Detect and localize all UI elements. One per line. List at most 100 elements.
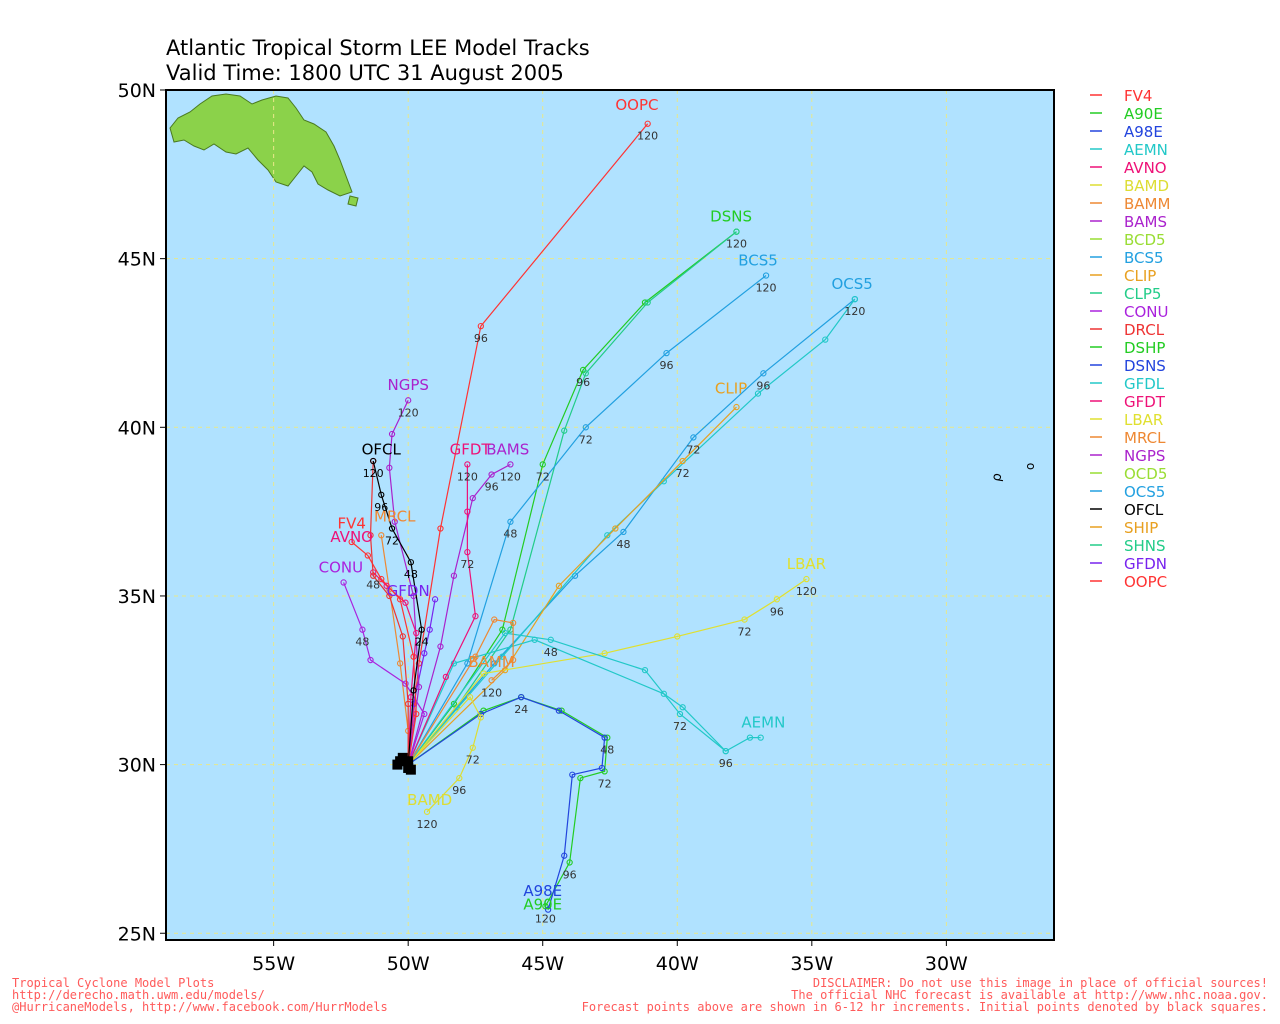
y-tick-label: 35N [118,586,156,608]
track-ofcl [370,457,425,765]
track-point [464,548,471,556]
forecast-hour-label: 48 [355,636,369,649]
track-end-label: FV4 [337,514,365,532]
footer-left-line[interactable]: @HurricaneModels, http://www.facebook.co… [12,1000,388,1014]
track-point [364,552,371,559]
track-point [501,629,509,637]
track-point [660,478,667,485]
legend-item-ocs5: OCS5 [1090,483,1165,501]
x-tick-label: 55W [252,953,295,975]
legend: FV4A90EA98EAEMNAVNOBAMDBAMMBAMSBCD5BCS5C… [1090,87,1170,591]
model-tracks [340,120,859,913]
track-point [378,491,385,498]
track-point [620,528,627,536]
forecast-hour-label: 120 [457,470,478,483]
track-point [733,228,740,235]
track-end-label: NGPS [387,376,428,394]
track-point [442,673,450,681]
track-line [407,406,737,766]
track-point [472,653,479,660]
track-end-label: OOPC [615,96,658,114]
track-point [566,859,573,866]
track-end-label: BCS5 [738,251,778,269]
legend-item-gfdl: GFDL [1090,375,1165,393]
track-point [660,690,667,697]
forecast-hour-label: 48 [503,528,517,541]
x-tick-label: 50W [387,953,430,975]
track-point [437,525,444,532]
forecast-hour-label: 72 [686,443,700,456]
track-point [674,633,681,640]
legend-label: GFDN [1124,555,1167,573]
track-point [760,370,767,377]
track-line [372,460,423,765]
track-end-label: MRCL [374,508,416,526]
legend-label: GFDL [1124,375,1165,393]
footer-left-line[interactable]: http://derecho.math.uwm.edu/models/ [12,988,265,1002]
x-tick-label: 45W [521,953,564,975]
axis-ticks: 55W 50W 45W 40W 35W 30W 25N 30N 35N 40N 45N 50N [118,80,968,975]
track-point [577,774,584,782]
forecast-hour-label: 96 [719,757,733,770]
track-point [644,120,651,127]
plot-frame [165,89,1055,941]
legend-item-a98e: A98E [1090,123,1163,141]
legend-label: DSNS [1124,357,1166,375]
footer-left-line: Tropical Cyclone Model Plots [12,976,215,990]
track-end-label: AVNO [330,528,373,546]
forecast-hour-label: 72 [579,433,593,446]
track-conu [340,579,428,765]
track-point [480,670,487,677]
track-point [367,532,374,539]
track-point [690,434,697,441]
track-end-label: A98E [523,882,562,900]
forecast-hour-label: 120 [844,305,865,318]
track-end-label: OCS5 [832,275,873,293]
legend-item-lbar: LBAR [1090,411,1163,429]
track-point [555,582,563,589]
forecast-hour-label: 72 [385,534,399,547]
track-end-label: OFCL [362,440,402,458]
forecast-hour-label: 96 [474,332,488,345]
forecast-hour-label: 48 [366,578,380,591]
track-point [488,471,495,478]
track-line [407,578,807,765]
track-point [421,650,428,657]
track-point [386,464,393,471]
title-line-2: Valid Time: 1800 UTC 31 August 2005 [166,61,564,85]
track-line [372,571,417,765]
track-end-label: LBAR [787,555,826,573]
track-a98e [407,693,608,913]
track-point [612,525,619,532]
forecast-hour-label: 120 [417,818,438,831]
legend-item-avno: AVNO [1090,159,1167,177]
initial-point-square [395,756,406,767]
forecast-hour-label: 96 [452,784,466,797]
track-line [407,275,767,765]
track-point [741,616,748,623]
track-point [641,667,649,674]
track-bcs5 [407,272,770,765]
legend-label: CONU [1124,303,1168,321]
track-point [757,734,764,741]
track-point [803,575,810,583]
legend-label: OCS5 [1124,483,1165,501]
track-bams [407,461,514,765]
forecast-hour-label: 120 [535,912,556,925]
track-point [509,656,517,664]
y-tick-label: 25N [118,923,156,945]
track-point [561,427,568,434]
footer-right-line: DISCLAIMER: Do not use this image in pla… [812,976,1268,990]
track-point [509,619,517,627]
track-point [383,582,390,589]
legend-label: DSHP [1124,339,1165,357]
track-point [491,616,498,623]
track-point [464,508,471,515]
track-line [407,696,482,813]
legend-item-ngps: NGPS [1090,447,1165,465]
track-end-label: A90E [523,896,562,914]
track-point [426,626,433,633]
track-point [499,653,506,660]
x-tick-label: 40W [656,953,699,975]
forecast-hour-label: 120 [726,238,747,251]
